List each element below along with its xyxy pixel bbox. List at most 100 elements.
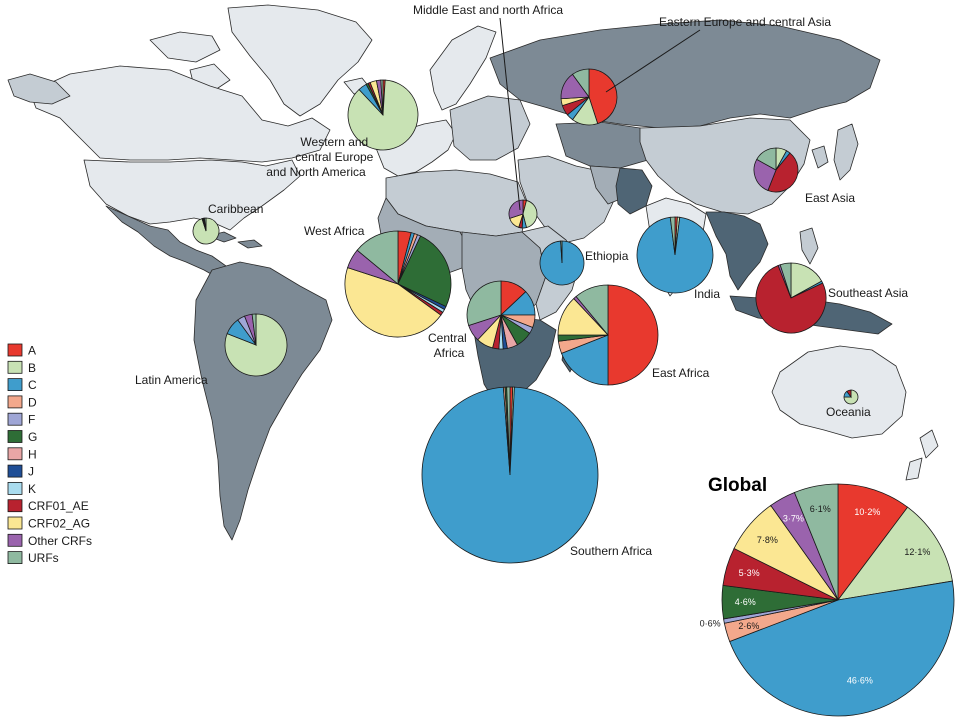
pie-caribbean [192,217,220,245]
pie-ethiopia [539,240,585,286]
global-slice-c [729,580,955,717]
legend-swatch-urfs [7,551,23,564]
slice-caribbean-urfs [203,217,207,232]
legend-label-crf01-ae: CRF01_AE [28,499,89,513]
map-eastern-europe [449,95,531,161]
map-southeast-asia [705,211,769,291]
leader-middle-east [499,17,521,211]
slice-southeast-asia-urfs [779,262,792,299]
global-title: Global [708,475,767,496]
label-west-africa: West Africa [304,224,365,238]
legend-label-d: D [28,395,37,409]
label-caribbean: Caribbean [208,202,263,216]
legend-swatch-crf01-ae [7,499,23,513]
map-greenland [227,4,373,117]
pie-eastern-europe-central-asia [560,68,618,126]
slice-eastern-europe-central-asia-a [588,68,618,125]
label-ethiopia: Ethiopia [585,249,629,263]
map-philippines [799,227,819,265]
legend-swatch-j [7,464,23,478]
slice-oceania-crf01-ae [846,389,852,399]
global-label-d: 2·6% [738,621,759,631]
pie-west-africa [344,230,452,338]
legend-swatch-f [7,412,23,426]
slice-east-africa-c [560,334,609,386]
legend-label-k: K [28,482,36,496]
legend-label-h: H [28,447,37,461]
map-australia [771,345,907,439]
slice-southern-africa-urfs [506,386,511,476]
global-label-a: 10·2% [854,507,880,517]
legend-label-crf02-ag: CRF02_AG [28,517,90,531]
slice-west-africa-urfs [356,230,399,285]
label-western-europe: Western and central Europe and North Ame… [266,135,376,179]
legend-swatch-a [7,343,23,357]
global-label-f: 0·6% [700,619,721,629]
global-pie-chart: 10·2% 12·1% 46·6% 2·6% 0·6% 4·6% 5·3% 7·8% 3·7% 6… [700,483,955,717]
pie-middle-east-north-africa [508,199,538,229]
global-label-urfs: 6·1% [810,504,831,514]
slice-western-europe-na-urfs [380,79,384,116]
label-oceania: Oceania [826,405,871,419]
slice-india-urfs [669,216,676,256]
slice-east-africa-urfs [575,284,609,337]
slice-west-africa-g [397,235,452,308]
label-southeast-asia: Southeast Asia [828,286,908,300]
global-label-g: 4·6% [735,597,756,607]
pie-latin-america [224,313,288,377]
label-eastern-europe: Eastern Europe and central Asia [659,15,831,29]
label-middle-east: Middle East and north Africa [413,3,563,17]
legend-label-j: J [28,465,34,479]
legend-swatch-b [7,360,23,374]
regional-pie-charts [192,68,859,564]
pie-southeast-asia [755,262,827,334]
slice-southern-africa-c [421,386,599,564]
label-central-africa: Central Africa [428,331,470,360]
legend-swatch-k [7,481,23,495]
slice-india-c [636,216,714,294]
legend-label-a: A [28,344,36,358]
pie-central-africa [466,280,536,350]
pie-southern-africa [421,386,599,564]
slice-east-africa-a [607,284,659,386]
legend-label-f: F [28,413,35,427]
global-label-b: 12·1% [904,547,930,557]
pie-east-africa [557,284,659,386]
legend-swatch-c [7,378,23,392]
legend-swatch-h [7,447,23,461]
label-india: India [694,287,720,301]
map-new-zealand [905,429,939,481]
map-pakistan [615,167,653,215]
global-label-c: 46·6% [847,676,873,686]
slice-central-africa-urfs [466,280,502,327]
region-labels: Western and central Europe and North Ame… [135,3,908,558]
global-label-crf02-ag: 7·8% [757,535,778,545]
slice-eastern-europe-central-asia-urfs [571,68,590,99]
leader-eastern-europe [605,29,701,93]
slice-middle-east-north-africa-b [522,199,538,229]
legend-label-g: G [28,430,37,444]
global-slice-a [837,483,909,602]
legend-label-urfs: URFs [28,551,59,565]
map-south-america [193,261,333,541]
pie-western-europe-na [347,79,419,151]
label-southern-africa: Southern Africa [570,544,652,558]
legend-label-b: B [28,361,36,375]
map-scandinavia [429,25,497,111]
slice-east-asia-urfs [756,147,777,171]
pie-oceania [843,389,859,405]
global-slice-urfs [793,483,839,601]
global-slice-b [837,506,953,601]
pie-east-asia [753,147,799,193]
legend-label-c: C [28,378,37,392]
map-korea-japan [811,123,859,181]
map-alaska [7,73,71,105]
legend-label-other-crfs: Other CRFs [28,534,92,548]
map-canada [29,65,331,163]
slice-southeast-asia-crf01-ae [755,264,827,334]
slice-west-africa-crf02-ag [344,267,442,338]
slice-ethiopia-urfs [560,240,563,264]
global-label-crf01-ae: 5·3% [739,568,760,578]
